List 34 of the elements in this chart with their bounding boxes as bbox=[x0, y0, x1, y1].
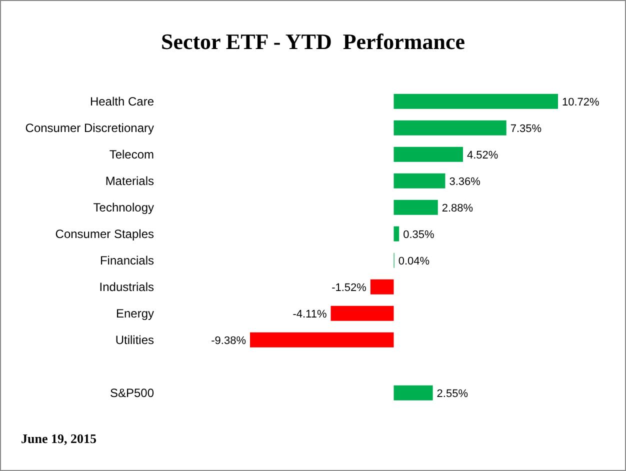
bar bbox=[370, 279, 394, 294]
data-label: 0.04% bbox=[398, 255, 430, 268]
y-tick-label: Financials bbox=[100, 253, 154, 268]
y-tick-label: Technology bbox=[93, 200, 154, 214]
data-label: -4.11% bbox=[292, 308, 327, 320]
bar bbox=[394, 200, 438, 215]
data-label: 10.72% bbox=[562, 96, 600, 108]
chart-title: Sector ETF - YTD Performance bbox=[160, 29, 466, 55]
bar bbox=[394, 120, 506, 136]
y-tick-label: Consumer Discretionary bbox=[25, 120, 154, 135]
bar bbox=[394, 226, 400, 242]
y-tick-label: Utilities bbox=[115, 332, 154, 347]
bar bbox=[330, 306, 394, 321]
data-label: -9.38% bbox=[211, 334, 246, 347]
data-label: 0.35% bbox=[403, 228, 435, 241]
y-tick-label: Consumer Staples bbox=[55, 226, 154, 241]
y-tick-label: Health Care bbox=[90, 94, 154, 108]
data-label: 2.88% bbox=[442, 202, 474, 214]
data-label: -1.52% bbox=[332, 282, 367, 294]
data-label: 7.35% bbox=[510, 122, 542, 135]
bar bbox=[394, 94, 558, 109]
y-tick-label: Industrials bbox=[99, 280, 154, 294]
data-label: 2.55% bbox=[436, 388, 468, 400]
y-tick-label: Energy bbox=[116, 306, 154, 320]
y-tick-label: Materials bbox=[105, 174, 154, 188]
bar bbox=[394, 385, 433, 400]
bar bbox=[394, 173, 446, 188]
data-label: 4.52% bbox=[466, 149, 498, 162]
data-label: 3.36% bbox=[449, 176, 481, 188]
text: June 19, 2015 bbox=[21, 431, 96, 447]
y-tick-label: S&P500 bbox=[110, 386, 154, 400]
y-tick-label: Telecom bbox=[109, 147, 154, 162]
bar bbox=[250, 332, 394, 348]
bar bbox=[394, 146, 463, 162]
